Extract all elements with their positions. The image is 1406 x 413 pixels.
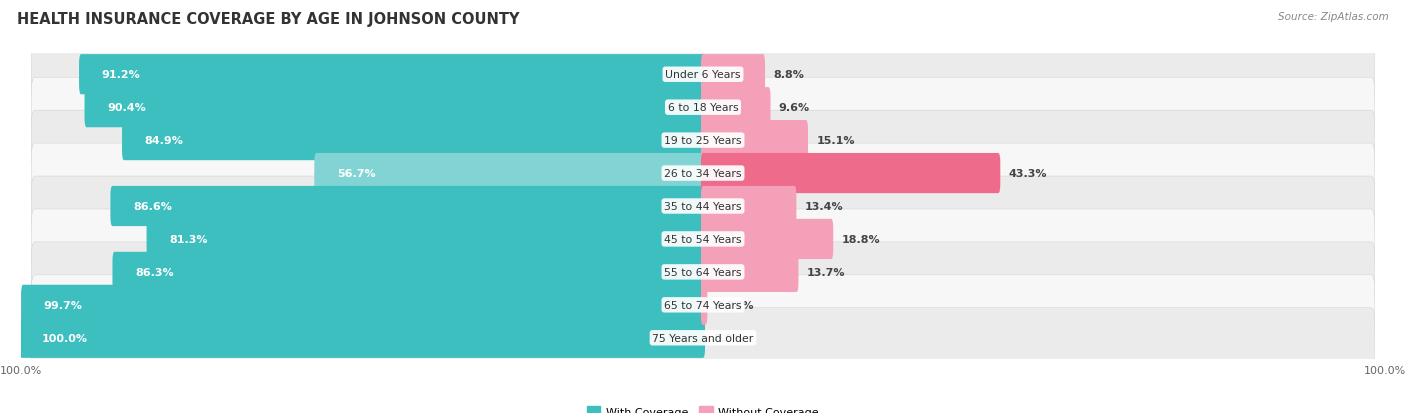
Text: 0.0%: 0.0% xyxy=(713,333,744,343)
Text: 90.4%: 90.4% xyxy=(107,103,146,113)
Text: 8.8%: 8.8% xyxy=(773,70,804,80)
Text: 86.6%: 86.6% xyxy=(134,202,172,211)
FancyBboxPatch shape xyxy=(31,144,1375,204)
FancyBboxPatch shape xyxy=(31,111,1375,171)
Text: 56.7%: 56.7% xyxy=(337,169,375,179)
FancyBboxPatch shape xyxy=(122,121,704,161)
FancyBboxPatch shape xyxy=(21,285,704,325)
FancyBboxPatch shape xyxy=(20,318,704,358)
Text: 100.0%: 100.0% xyxy=(42,333,87,343)
Text: 43.3%: 43.3% xyxy=(1008,169,1047,179)
FancyBboxPatch shape xyxy=(31,45,1375,105)
FancyBboxPatch shape xyxy=(702,252,799,292)
FancyBboxPatch shape xyxy=(702,219,834,259)
FancyBboxPatch shape xyxy=(31,308,1375,368)
Text: HEALTH INSURANCE COVERAGE BY AGE IN JOHNSON COUNTY: HEALTH INSURANCE COVERAGE BY AGE IN JOHN… xyxy=(17,12,519,27)
Text: 9.6%: 9.6% xyxy=(779,103,810,113)
FancyBboxPatch shape xyxy=(702,154,1000,194)
FancyBboxPatch shape xyxy=(79,55,704,95)
Text: 13.4%: 13.4% xyxy=(804,202,844,211)
Text: 19 to 25 Years: 19 to 25 Years xyxy=(664,136,742,146)
FancyBboxPatch shape xyxy=(315,154,704,194)
Text: 26 to 34 Years: 26 to 34 Years xyxy=(664,169,742,179)
Text: Source: ZipAtlas.com: Source: ZipAtlas.com xyxy=(1278,12,1389,22)
Text: 13.7%: 13.7% xyxy=(807,267,845,277)
FancyBboxPatch shape xyxy=(702,88,770,128)
Legend: With Coverage, Without Coverage: With Coverage, Without Coverage xyxy=(582,402,824,413)
Text: 45 to 54 Years: 45 to 54 Years xyxy=(664,234,742,244)
Text: Under 6 Years: Under 6 Years xyxy=(665,70,741,80)
FancyBboxPatch shape xyxy=(111,186,704,227)
FancyBboxPatch shape xyxy=(146,219,704,259)
Text: 75 Years and older: 75 Years and older xyxy=(652,333,754,343)
Text: 0.34%: 0.34% xyxy=(716,300,754,310)
FancyBboxPatch shape xyxy=(84,88,704,128)
Text: 91.2%: 91.2% xyxy=(101,70,141,80)
Text: 6 to 18 Years: 6 to 18 Years xyxy=(668,103,738,113)
FancyBboxPatch shape xyxy=(702,186,796,227)
FancyBboxPatch shape xyxy=(31,275,1375,335)
Text: 35 to 44 Years: 35 to 44 Years xyxy=(664,202,742,211)
FancyBboxPatch shape xyxy=(31,242,1375,302)
FancyBboxPatch shape xyxy=(31,78,1375,138)
Text: 86.3%: 86.3% xyxy=(135,267,173,277)
FancyBboxPatch shape xyxy=(31,209,1375,269)
Text: 65 to 74 Years: 65 to 74 Years xyxy=(664,300,742,310)
FancyBboxPatch shape xyxy=(702,55,765,95)
Text: 99.7%: 99.7% xyxy=(44,300,83,310)
FancyBboxPatch shape xyxy=(702,285,707,325)
Text: 84.9%: 84.9% xyxy=(145,136,183,146)
Text: 55 to 64 Years: 55 to 64 Years xyxy=(664,267,742,277)
Text: 15.1%: 15.1% xyxy=(817,136,855,146)
FancyBboxPatch shape xyxy=(702,121,808,161)
Text: 18.8%: 18.8% xyxy=(841,234,880,244)
FancyBboxPatch shape xyxy=(112,252,704,292)
FancyBboxPatch shape xyxy=(31,177,1375,236)
Text: 81.3%: 81.3% xyxy=(169,234,208,244)
